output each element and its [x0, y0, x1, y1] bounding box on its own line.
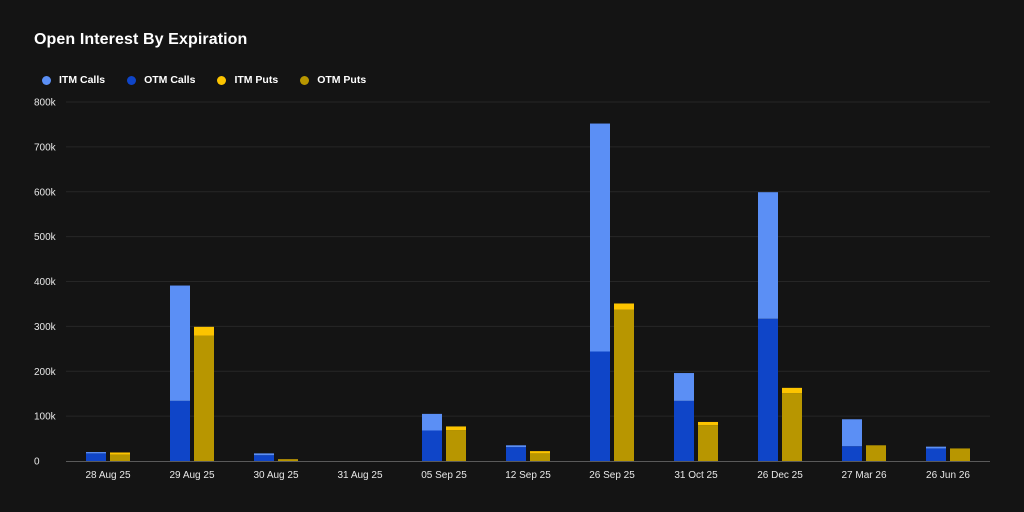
y-tick-label: 300k — [34, 322, 57, 333]
bar-otm-calls — [506, 447, 526, 461]
bar-otm-puts — [950, 448, 970, 461]
legend-item-itm-calls[interactable]: ITM Calls — [42, 74, 105, 86]
y-tick-label: 200k — [34, 367, 57, 378]
bar-itm-puts — [698, 421, 718, 426]
x-tick-label: 05 Sep 25 — [421, 470, 467, 481]
bar-otm-calls — [86, 453, 106, 461]
bar-itm-calls — [926, 446, 946, 449]
legend-swatch-itm-calls — [42, 75, 51, 85]
legend-item-itm-puts[interactable]: ITM Puts — [217, 74, 278, 86]
bar-otm-puts — [698, 425, 718, 461]
bar-itm-puts — [110, 452, 130, 455]
bar-otm-calls — [170, 400, 190, 461]
chart-title: Open Interest By Expiration — [34, 31, 248, 48]
bar-itm-calls — [506, 445, 526, 448]
bar-itm-puts — [446, 426, 466, 431]
bar-otm-calls — [254, 455, 274, 461]
x-tick-label: 31 Aug 25 — [337, 470, 382, 481]
bar-itm-calls — [254, 453, 274, 456]
legend-item-otm-calls[interactable]: OTM Calls — [127, 74, 195, 86]
bar-itm-puts — [614, 303, 634, 310]
legend: ITM Calls OTM Calls ITM Puts OTM Puts — [42, 74, 388, 86]
legend-label-itm-calls: ITM Calls — [59, 74, 106, 86]
x-tick-label: 12 Sep 25 — [505, 470, 551, 481]
legend-label-otm-puts: OTM Puts — [317, 74, 367, 86]
x-tick-label: 28 Aug 25 — [85, 470, 130, 481]
bar-itm-puts — [194, 326, 214, 336]
bar-itm-puts — [782, 387, 802, 394]
bar-otm-puts — [446, 430, 466, 461]
x-tick-label: 31 Oct 25 — [674, 470, 718, 481]
bar-otm-puts — [278, 459, 298, 461]
y-tick-label: 700k — [34, 142, 57, 153]
bar-itm-calls — [842, 419, 862, 447]
y-tick-label: 400k — [34, 277, 57, 288]
bar-otm-calls — [926, 448, 946, 461]
bar-otm-puts — [110, 454, 130, 461]
bar-otm-calls — [758, 318, 778, 461]
bar-otm-puts — [530, 453, 550, 461]
y-tick-label: 0 — [34, 457, 40, 468]
x-tick-label: 26 Jun 26 — [926, 470, 970, 481]
x-tick-label: 26 Dec 25 — [757, 470, 803, 481]
legend-item-otm-puts[interactable]: OTM Puts — [300, 74, 366, 86]
y-tick-label: 100k — [34, 412, 57, 423]
bar-otm-calls — [422, 430, 442, 461]
x-tick-label: 26 Sep 25 — [589, 470, 635, 481]
bar-otm-puts — [866, 445, 886, 461]
bar-itm-calls — [86, 452, 106, 454]
bar-itm-calls — [422, 413, 442, 431]
bar-itm-calls — [170, 285, 190, 401]
bar-otm-puts — [614, 309, 634, 461]
y-tick-label: 800k — [34, 98, 57, 109]
x-tick-label: 29 Aug 25 — [169, 470, 214, 481]
bar-itm-calls — [590, 123, 610, 352]
legend-swatch-otm-puts — [300, 75, 310, 85]
y-tick-label: 500k — [34, 232, 57, 243]
legend-swatch-itm-puts — [217, 75, 227, 85]
bar-otm-calls — [590, 351, 610, 461]
legend-label-otm-calls: OTM Calls — [144, 74, 196, 86]
x-tick-label: 27 Mar 26 — [841, 470, 886, 481]
legend-label-itm-puts: ITM Puts — [234, 74, 279, 86]
bar-itm-calls — [758, 192, 778, 319]
bar-itm-puts — [530, 451, 550, 454]
bar-otm-calls — [842, 446, 862, 461]
legend-swatch-otm-calls — [127, 75, 137, 85]
bar-otm-calls — [674, 400, 694, 461]
x-tick-label: 30 Aug 25 — [253, 470, 298, 481]
bar-otm-puts — [194, 335, 214, 461]
bar-otm-puts — [782, 393, 802, 461]
y-tick-label: 600k — [34, 187, 57, 198]
bar-itm-calls — [674, 373, 694, 401]
